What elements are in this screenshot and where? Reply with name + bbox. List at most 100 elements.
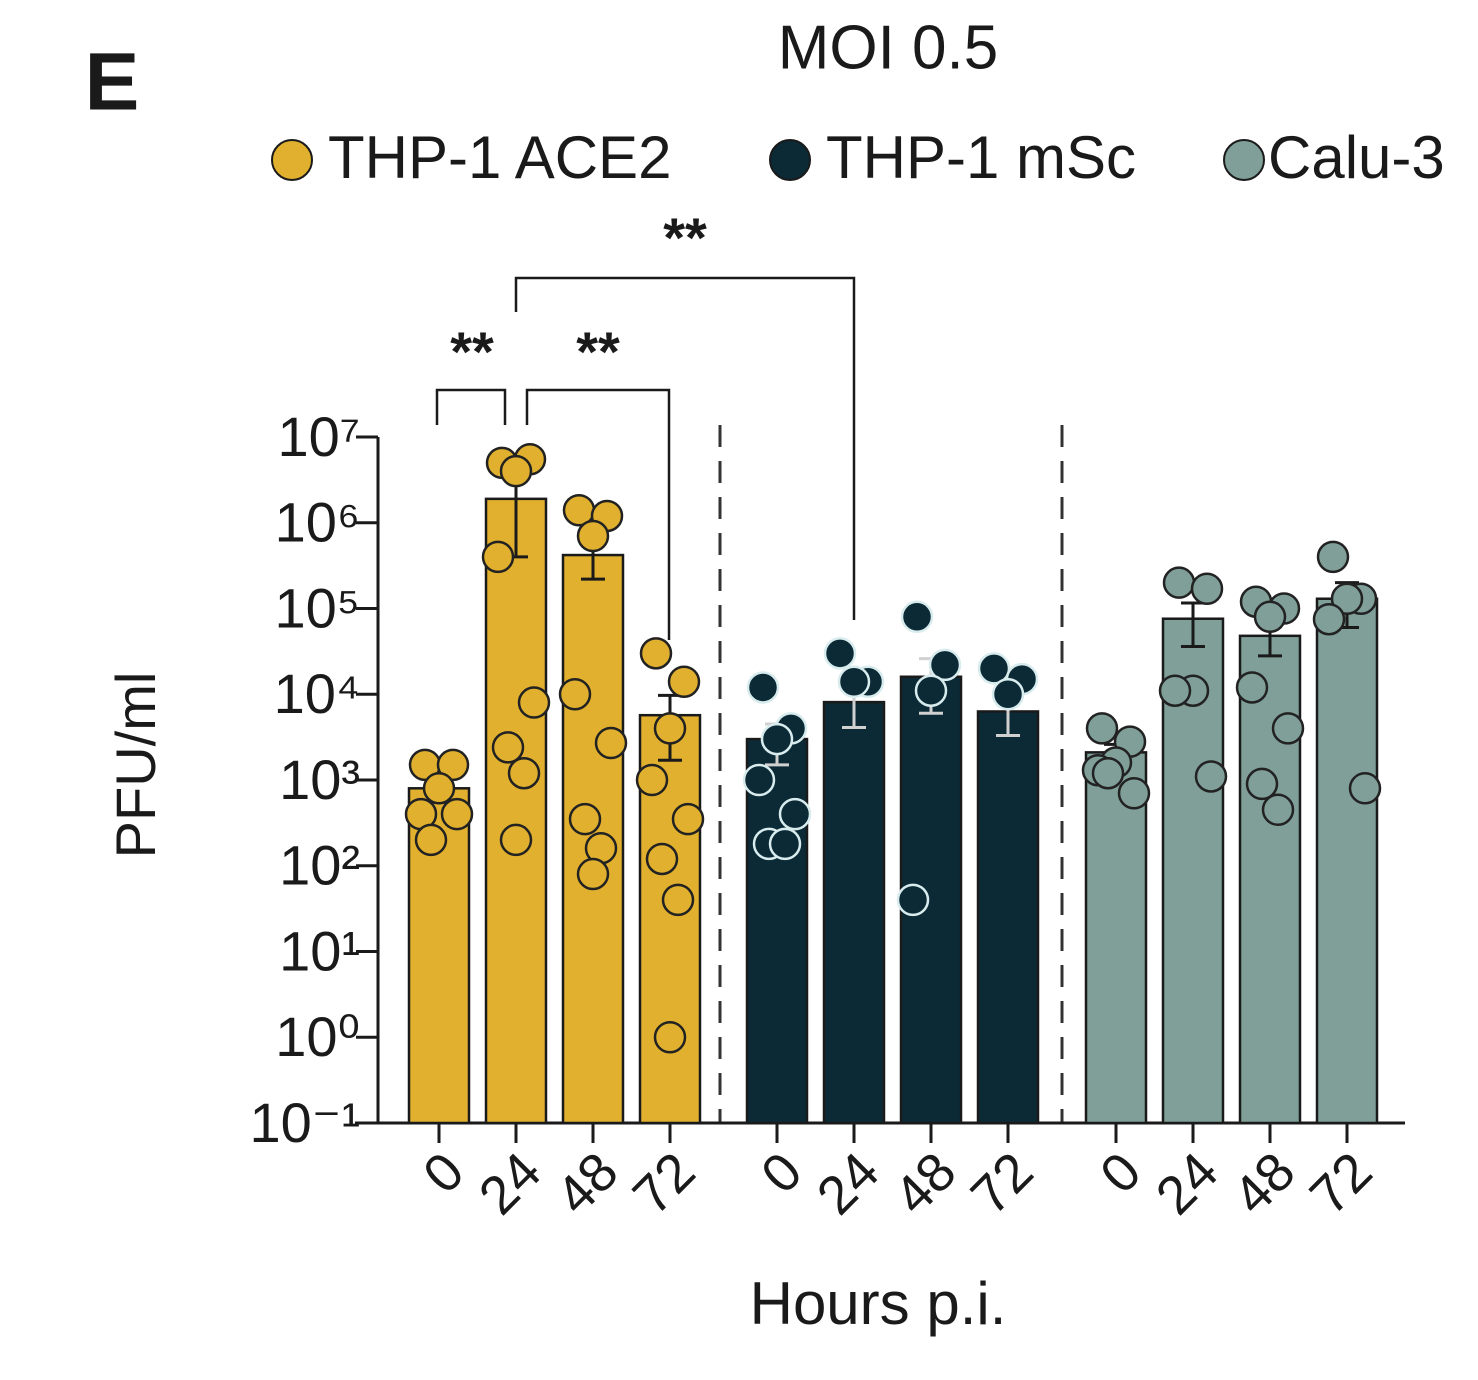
- bar: [976, 710, 1040, 1125]
- bar-group: [1235, 585, 1305, 1125]
- data-point: [1312, 602, 1346, 636]
- y-tick-label: 10¹: [279, 919, 360, 982]
- data-point: [1235, 671, 1269, 704]
- data-point: [900, 600, 934, 634]
- bar: [745, 737, 809, 1125]
- y-tick-label: 10³: [279, 748, 360, 811]
- y-tick-label: 10⁷: [277, 405, 360, 468]
- data-point: [645, 842, 679, 876]
- y-tick-label: 10⁰: [275, 1005, 360, 1068]
- panel-label: E: [85, 37, 140, 128]
- legend-label: THP-1 mSc: [826, 124, 1136, 191]
- x-tick-label: 0: [412, 1141, 476, 1205]
- legend-label: THP-1 ACE2: [328, 124, 671, 191]
- bar-group: [822, 637, 886, 1125]
- bracket: [525, 388, 671, 640]
- data-point: [568, 802, 602, 836]
- data-point: [742, 763, 776, 797]
- data-point: [1316, 540, 1350, 574]
- data-point: [422, 772, 456, 805]
- bar: [822, 700, 886, 1125]
- legend-marker: [271, 139, 313, 181]
- data-point: [760, 722, 794, 756]
- data-point: [558, 678, 592, 711]
- bar-group: [558, 493, 628, 1125]
- data-point: [1245, 767, 1279, 801]
- x-tick-label: 24: [806, 1141, 891, 1226]
- data-point: [1190, 572, 1224, 605]
- y-tick-label: 10⁶: [275, 491, 360, 554]
- y-tick-label: 10⁻¹: [250, 1091, 361, 1154]
- data-point: [436, 748, 470, 782]
- legend-marker: [1223, 139, 1265, 181]
- data-point: [837, 665, 871, 698]
- legend-marker: [769, 139, 811, 181]
- bar-group: [1081, 712, 1151, 1125]
- data-point: [768, 827, 802, 861]
- data-point: [499, 454, 533, 488]
- bar-group: [896, 600, 963, 1125]
- data-point: [1261, 793, 1295, 826]
- data-point: [491, 731, 525, 764]
- data-point: [440, 797, 474, 831]
- bar-group: [976, 652, 1040, 1125]
- bracket: [514, 276, 856, 620]
- data-point: [517, 686, 551, 719]
- x-tick-label: 48: [1222, 1141, 1307, 1226]
- bar-group: [481, 443, 551, 1125]
- y-axis-label: PFU/ml: [104, 672, 167, 859]
- significance-brackets: [435, 276, 856, 640]
- data-point: [977, 652, 1011, 685]
- data-point: [1091, 756, 1125, 790]
- bracket: [435, 388, 507, 425]
- bar-group: [404, 748, 474, 1125]
- bar-group: [1312, 540, 1382, 1125]
- data-point: [507, 756, 541, 790]
- x-tick-label: 0: [750, 1141, 814, 1205]
- data-point: [746, 671, 780, 704]
- data-point: [576, 519, 610, 553]
- y-tick-label: 10⁵: [274, 576, 360, 639]
- data-point: [1085, 712, 1119, 745]
- data-point: [1253, 600, 1287, 634]
- data-point: [1194, 760, 1228, 793]
- x-tick-label: 0: [1089, 1141, 1153, 1205]
- bar-group: [742, 671, 812, 1125]
- data-point: [823, 637, 857, 670]
- significance: **: [450, 320, 494, 383]
- data-point: [1348, 772, 1382, 805]
- x-tick-label: 72: [622, 1141, 707, 1226]
- group-separators: [718, 425, 1064, 1123]
- data-point: [1330, 582, 1364, 615]
- data-point: [991, 678, 1025, 711]
- y-tick-label: 10⁴: [274, 662, 360, 725]
- data-point: [667, 665, 701, 698]
- legend-label: Calu-3: [1268, 124, 1445, 191]
- data-point: [1162, 566, 1196, 599]
- x-tick-label: 72: [1299, 1141, 1384, 1226]
- data-point: [653, 712, 687, 745]
- y-tick-label: 10²: [279, 834, 360, 897]
- x-tick-label: 24: [1145, 1141, 1230, 1226]
- x-axis-label: Hours p.i.: [750, 1270, 1007, 1337]
- data-point: [635, 763, 669, 797]
- significance: **: [663, 206, 707, 269]
- data-point: [576, 857, 610, 891]
- x-tick-label: 48: [545, 1141, 630, 1226]
- data-point: [653, 1021, 687, 1054]
- bar-group: [635, 637, 705, 1125]
- data-point: [896, 883, 930, 917]
- data-point: [671, 802, 705, 836]
- x-tick-label: 48: [883, 1141, 968, 1226]
- data-point: [661, 883, 695, 917]
- bar-group: [1158, 566, 1228, 1125]
- bar: [1315, 597, 1379, 1125]
- data-point: [1158, 674, 1192, 707]
- data-point: [928, 648, 962, 682]
- data-point: [594, 726, 628, 760]
- x-tick-label: 72: [960, 1141, 1045, 1226]
- bar: [484, 497, 548, 1125]
- data-point: [914, 674, 948, 707]
- chart-title: MOI 0.5: [778, 13, 999, 82]
